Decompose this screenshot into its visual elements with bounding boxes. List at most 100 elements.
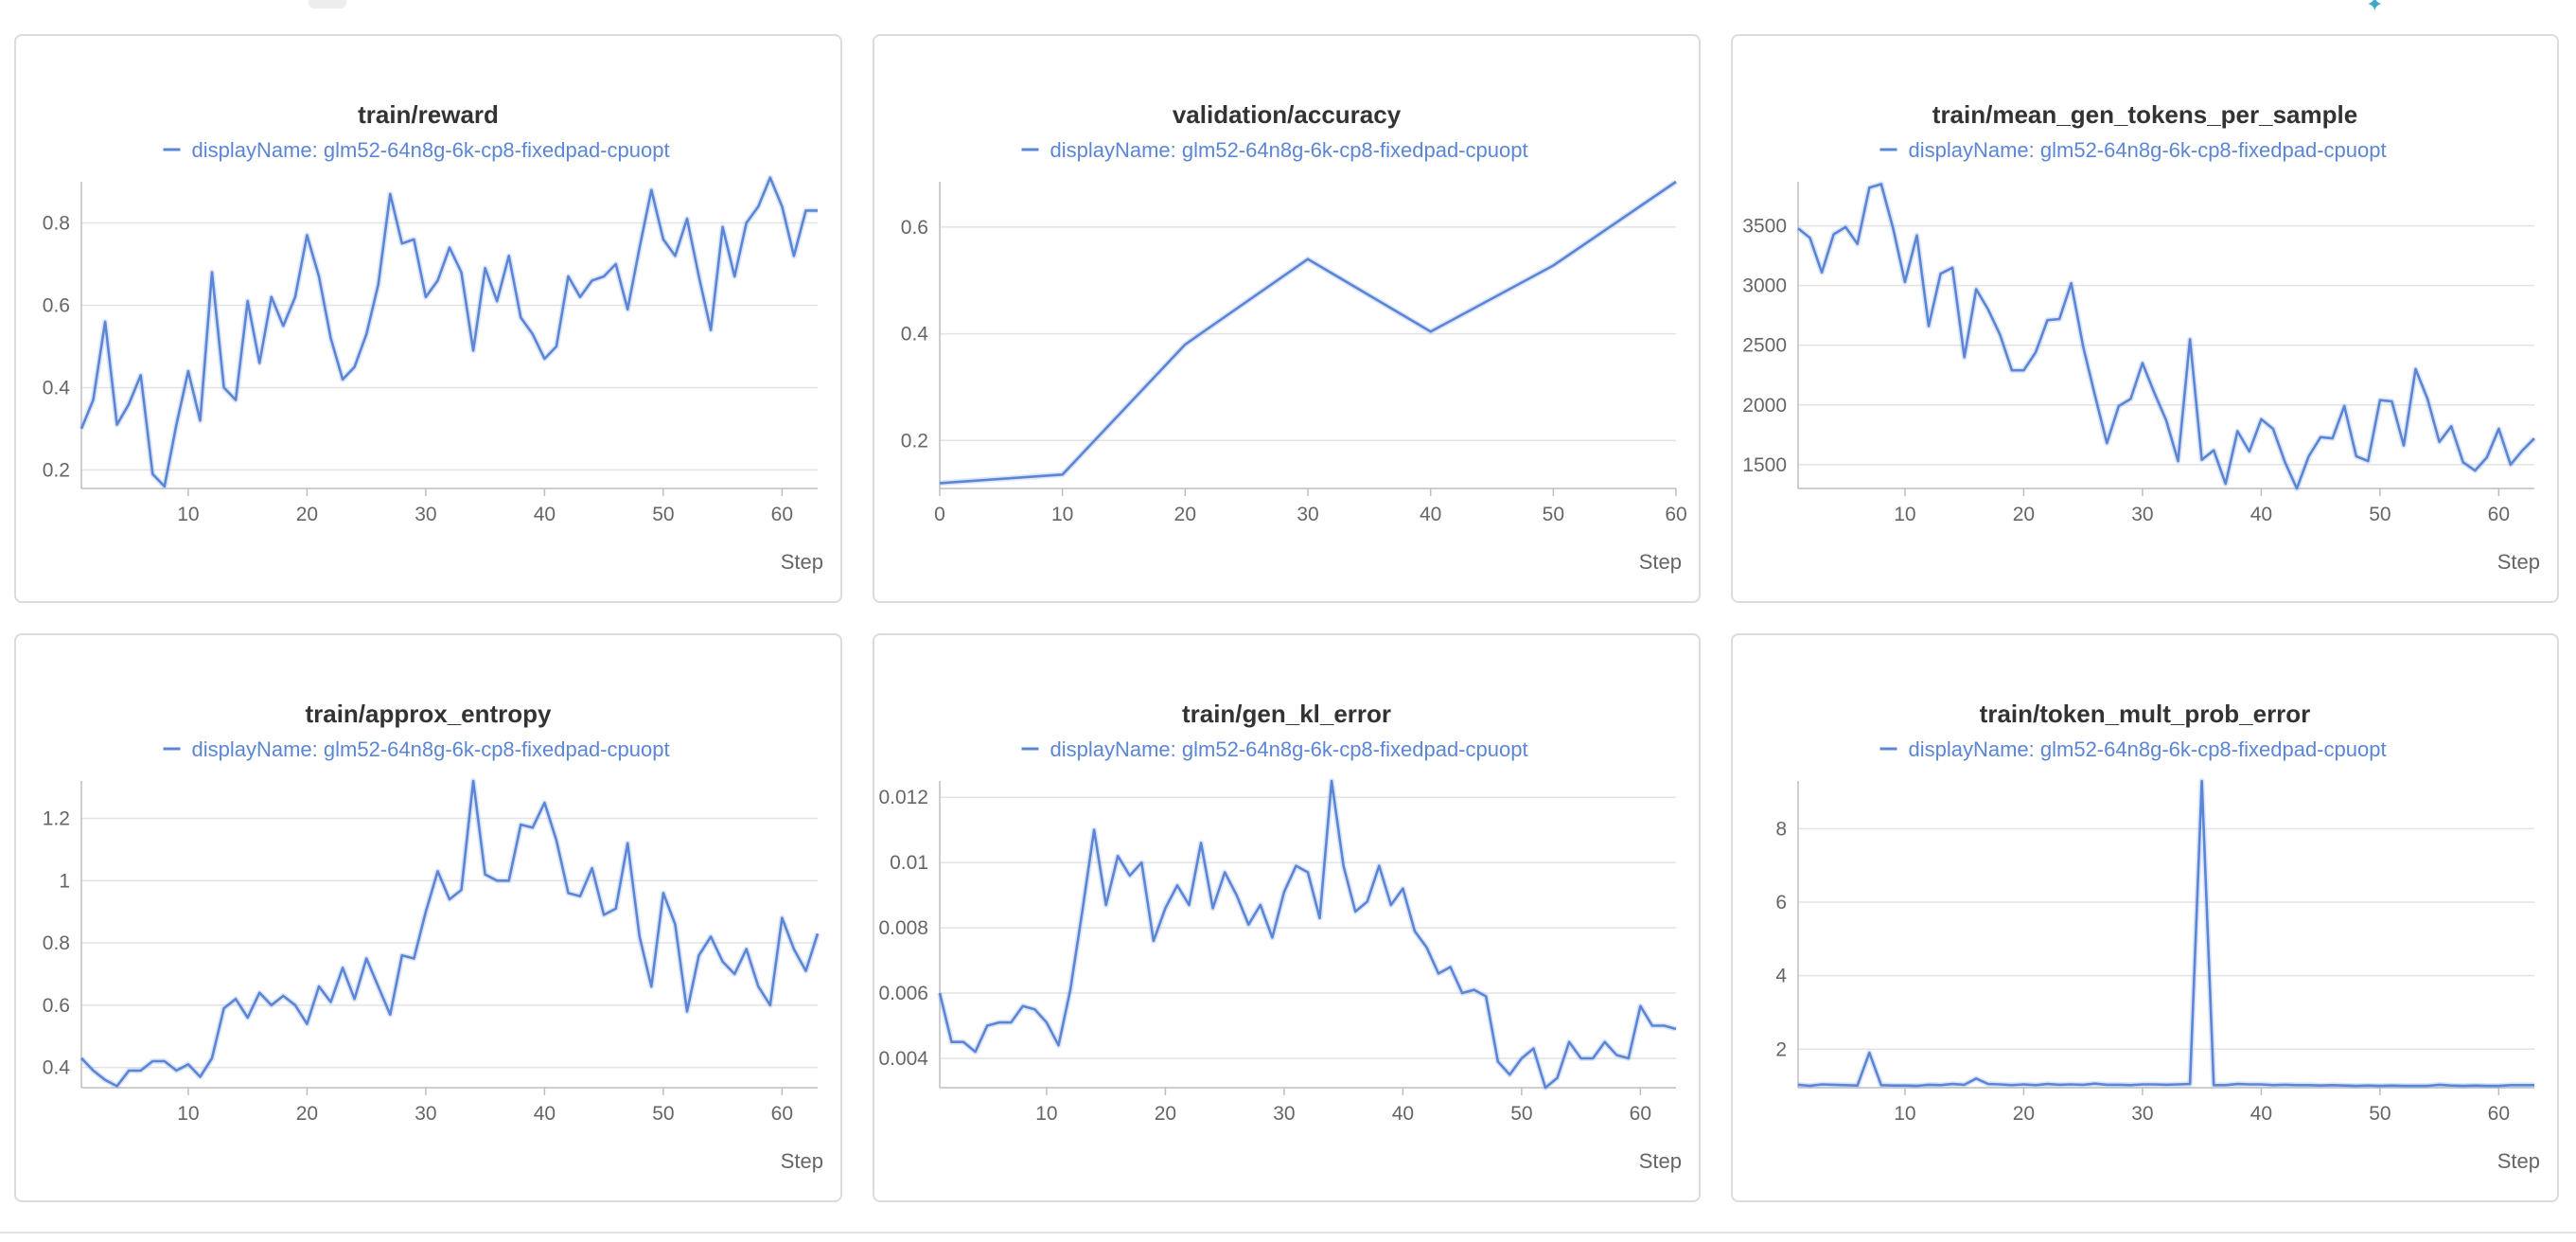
data-point[interactable] <box>2057 317 2061 321</box>
data-point[interactable] <box>1986 308 1990 311</box>
data-point[interactable] <box>685 217 689 221</box>
data-point[interactable] <box>2366 1084 2370 1088</box>
data-point[interactable] <box>1950 266 1954 270</box>
data-point[interactable] <box>626 308 629 311</box>
data-point[interactable] <box>2355 454 2358 458</box>
data-point[interactable] <box>1056 1043 1060 1047</box>
data-point[interactable] <box>341 378 344 381</box>
data-point[interactable] <box>1844 225 1847 229</box>
data-point[interactable] <box>2520 449 2524 452</box>
data-point[interactable] <box>2046 318 2050 322</box>
data-point[interactable] <box>2532 436 2536 440</box>
data-point[interactable] <box>2057 1083 2061 1087</box>
chart-panel-validation-accuracy[interactable]: validation/accuracy displayName: glm52-64… <box>873 34 1701 603</box>
data-point[interactable] <box>542 357 546 361</box>
data-point[interactable] <box>578 295 582 299</box>
legend[interactable]: displayName: glm52-64n8g-6k-cp8-fixedpad… <box>163 138 670 162</box>
data-point[interactable] <box>1424 946 1428 949</box>
data-point[interactable] <box>1808 236 1812 240</box>
data-point[interactable] <box>127 1069 131 1073</box>
data-point[interactable] <box>721 225 725 229</box>
sparkle-icon[interactable]: ✦ <box>2366 0 2384 16</box>
data-point[interactable] <box>495 299 499 303</box>
data-point[interactable] <box>246 299 250 303</box>
data-point[interactable] <box>364 956 368 960</box>
data-point[interactable] <box>555 838 558 842</box>
data-point[interactable] <box>1342 864 1346 868</box>
data-point[interactable] <box>1175 883 1179 887</box>
data-point[interactable] <box>2532 1083 2536 1087</box>
data-point[interactable] <box>198 418 202 422</box>
data-point[interactable] <box>2212 1083 2215 1087</box>
data-point[interactable] <box>1832 232 1836 236</box>
data-point[interactable] <box>1974 1076 1978 1080</box>
data-point[interactable] <box>1473 988 1476 992</box>
data-point[interactable] <box>1429 329 1433 333</box>
data-point[interactable] <box>2010 368 2014 372</box>
data-point[interactable] <box>2235 429 2239 433</box>
data-point[interactable] <box>780 916 784 920</box>
data-point[interactable] <box>2177 459 2180 463</box>
data-point[interactable] <box>2212 449 2215 452</box>
data-point[interactable] <box>1188 903 1191 907</box>
data-point[interactable] <box>1128 874 1132 878</box>
data-point[interactable] <box>2141 362 2144 365</box>
data-point[interactable] <box>1282 890 1286 894</box>
data-point[interactable] <box>1579 1056 1583 1060</box>
data-point[interactable] <box>673 922 677 926</box>
data-point[interactable] <box>1986 1082 1990 1086</box>
data-point[interactable] <box>2414 367 2418 371</box>
data-point[interactable] <box>602 913 606 916</box>
data-point[interactable] <box>1401 887 1404 891</box>
data-point[interactable] <box>1808 1084 1812 1088</box>
data-point[interactable] <box>697 953 701 957</box>
data-point[interactable] <box>2152 391 2156 395</box>
data-point[interactable] <box>1998 332 2002 336</box>
data-point[interactable] <box>697 275 701 278</box>
data-point[interactable] <box>484 873 487 877</box>
data-point[interactable] <box>234 997 238 1001</box>
data-point[interactable] <box>985 1024 989 1028</box>
data-point[interactable] <box>460 271 464 275</box>
data-point[interactable] <box>1032 1007 1036 1011</box>
data-point[interactable] <box>92 398 96 401</box>
data-point[interactable] <box>1294 864 1297 868</box>
data-point[interactable] <box>424 910 428 914</box>
data-point[interactable] <box>471 779 475 783</box>
data-point[interactable] <box>210 271 214 275</box>
data-point[interactable] <box>997 1020 1001 1024</box>
data-point[interactable] <box>353 365 357 369</box>
data-point[interactable] <box>1520 1056 1524 1060</box>
chart-panel-train-token-mult-prob-error[interactable]: train/token_mult_prob_error displayName: … <box>1731 633 2559 1202</box>
data-point[interactable] <box>2497 1084 2500 1088</box>
data-point[interactable] <box>1914 234 1918 238</box>
data-point[interactable] <box>1306 257 1310 261</box>
data-point[interactable] <box>460 888 464 892</box>
chart-panel-train-gen-kl-error[interactable]: train/gen_kl_error displayName: glm52-64n… <box>873 633 1701 1202</box>
data-point[interactable] <box>1270 935 1274 939</box>
data-point[interactable] <box>2307 1083 2311 1087</box>
data-point[interactable] <box>756 204 760 208</box>
data-point[interactable] <box>1449 965 1453 968</box>
data-point[interactable] <box>163 1059 167 1063</box>
data-point[interactable] <box>2414 1084 2418 1088</box>
data-point[interactable] <box>2295 487 2299 490</box>
data-point[interactable] <box>163 485 167 488</box>
data-point[interactable] <box>150 472 154 476</box>
data-point[interactable] <box>2426 1084 2429 1088</box>
data-point[interactable] <box>950 1040 954 1044</box>
data-point[interactable] <box>1061 472 1065 476</box>
data-point[interactable] <box>1021 1004 1025 1008</box>
data-point[interactable] <box>377 283 380 287</box>
data-point[interactable] <box>732 275 736 278</box>
data-point[interactable] <box>1556 1076 1560 1080</box>
data-point[interactable] <box>79 1056 83 1060</box>
data-point[interactable] <box>2378 1084 2382 1088</box>
data-point[interactable] <box>293 295 297 299</box>
data-point[interactable] <box>2342 1084 2346 1088</box>
data-point[interactable] <box>1974 287 1978 291</box>
data-point[interactable] <box>412 238 415 241</box>
data-point[interactable] <box>448 246 451 250</box>
data-point[interactable] <box>649 985 653 988</box>
data-point[interactable] <box>1820 1083 1824 1087</box>
